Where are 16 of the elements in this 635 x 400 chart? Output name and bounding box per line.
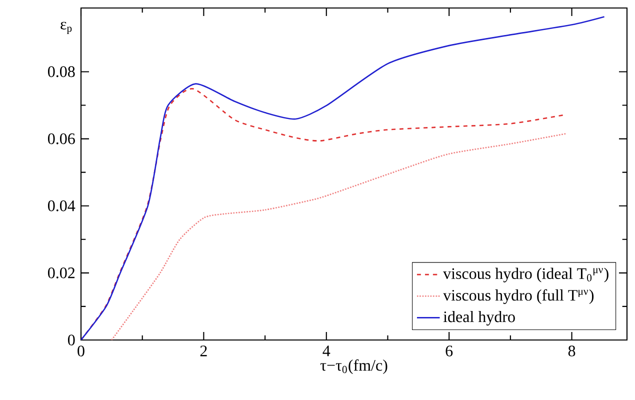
y-tick-label: 0.08: [48, 66, 75, 78]
y-axis-title: ε$_{p}$: [60, 22, 72, 34]
x-tick-label: 8: [568, 346, 576, 356]
legend-label: viscous hydro (ideal T$_{0}$$^{μν}$): [443, 268, 608, 282]
x-tick-label: 2: [200, 346, 207, 356]
line-series: [81, 16, 605, 340]
legend-label: viscous hydro (full T$^{μν}$): [443, 289, 594, 304]
x-tick-label: 4: [322, 346, 330, 356]
x-tick-label: 6: [446, 346, 453, 356]
y-tick-label: 0.06: [48, 133, 75, 144]
y-tick-label: 0.04: [48, 200, 76, 212]
y-tick-label: 0: [68, 334, 75, 346]
x-tick-label: 0: [78, 346, 84, 356]
x-axis-title: τ−τ$_{0}$(fm/c): [320, 359, 388, 374]
y-tick-label: 0.02: [48, 267, 75, 278]
legend-label: ideal hydro: [443, 310, 515, 326]
